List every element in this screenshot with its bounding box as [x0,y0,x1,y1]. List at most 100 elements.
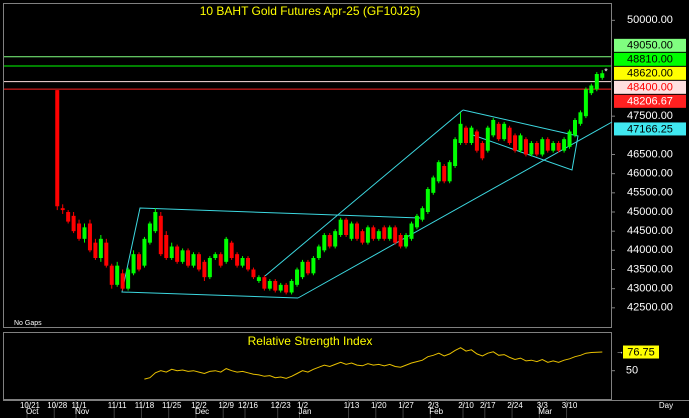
price-label-box [614,66,686,80]
candle-body [431,177,436,193]
candle-body [87,223,92,251]
candle-body [327,235,332,247]
candle-body [207,258,212,278]
y-tick-label: 44500.00 [627,225,673,237]
month-label: Mar [538,407,552,416]
candle-body [344,219,349,235]
candle-body [164,235,169,258]
candle-body [464,127,468,143]
candle-body [393,227,398,243]
y-tick-label: 44000.00 [627,244,673,256]
x-tick-label: 12/16 [238,401,259,410]
candle-body [273,281,278,291]
x-tick-label: 11/18 [135,401,155,410]
candle-body [267,281,272,289]
candle-body [365,227,370,243]
candle-body [158,215,163,255]
candle-body [300,261,305,278]
price-label: 49050.00 [627,40,673,52]
chart-title: 10 BAHT Gold Futures Apr-25 (GF10J25) [200,4,421,18]
candle-body [180,250,185,262]
candle-body [246,258,250,270]
candle-body [213,254,218,258]
candle-body [447,162,452,182]
x-tick-label: 2/10 [458,401,474,410]
month-label: Dec [195,407,209,416]
x-unit-label: Day [659,401,673,410]
candle-body [218,254,223,266]
x-tick-label: 1/13 [344,401,360,410]
x-tick-label: 11/11 [108,401,127,410]
candle-body [371,227,376,239]
x-tick-label: 11/25 [162,401,182,410]
x-tick-label: 2/3 [428,401,440,410]
y-tick-label: 43500.00 [627,263,673,275]
candle-body [115,265,120,285]
candle-body [322,235,327,251]
candle-body [235,254,240,266]
candle-body [295,269,300,285]
candle-body [529,143,534,155]
candle-body [278,284,283,291]
candle-body [376,231,381,239]
candle-body [556,143,561,151]
candle-body [480,143,485,159]
candle-body [540,139,545,155]
candle-body [513,135,518,151]
y-tick-label: 46500.00 [627,148,673,160]
candle-body [77,223,82,239]
candle-body [316,246,321,258]
candle-body [355,223,359,239]
candle-body [202,261,207,278]
x-tick-label: 10/21 [20,401,41,410]
price-label-box [614,38,686,52]
candle-body [82,227,87,239]
candle-body [60,208,65,211]
price-label: 48206.67 [627,96,673,108]
candle-body [474,131,479,151]
candle-body [240,258,245,266]
rsi-arrow: → [616,347,624,356]
candle-body [333,231,338,247]
candle-body [137,254,141,270]
candle-body [496,123,501,140]
x-tick-label: 1/2 [297,401,309,410]
candle-body [71,215,76,232]
price-panel [3,3,612,328]
candle-body [534,143,539,155]
candle-body [507,127,512,143]
price-label-box [614,52,686,66]
candle-body [545,139,550,151]
candle-body [284,284,289,293]
x-tick-label: 10/28 [47,401,68,410]
candle-body [98,238,103,258]
candle-body [229,242,234,258]
candle-body [485,127,490,151]
candle-body [436,162,441,182]
candle-body [562,139,567,151]
candle-body [109,265,114,285]
candle-body [491,120,496,136]
y-tick-label: 43000.00 [627,283,673,295]
trendline [264,109,464,277]
x-tick-label: 12/9 [218,401,234,410]
y-tick-label: 45000.00 [627,206,673,218]
y-tick-label: 50000.00 [627,14,673,26]
rsi-line [144,347,603,380]
candle-body [578,112,583,124]
candle-body [404,235,409,247]
candle-body [360,231,365,243]
candle-body [104,242,109,266]
candle-body [409,223,414,239]
trendlines [121,109,613,299]
candle-body [442,166,447,182]
price-label: 48810.00 [627,54,673,66]
candle-body [131,254,136,274]
candle-body [256,277,261,281]
x-tick-label: 11/1 [72,401,88,410]
candle-body [523,139,528,155]
candle-body [175,246,180,262]
note: No Gaps [14,320,42,327]
candle-body [414,215,419,228]
